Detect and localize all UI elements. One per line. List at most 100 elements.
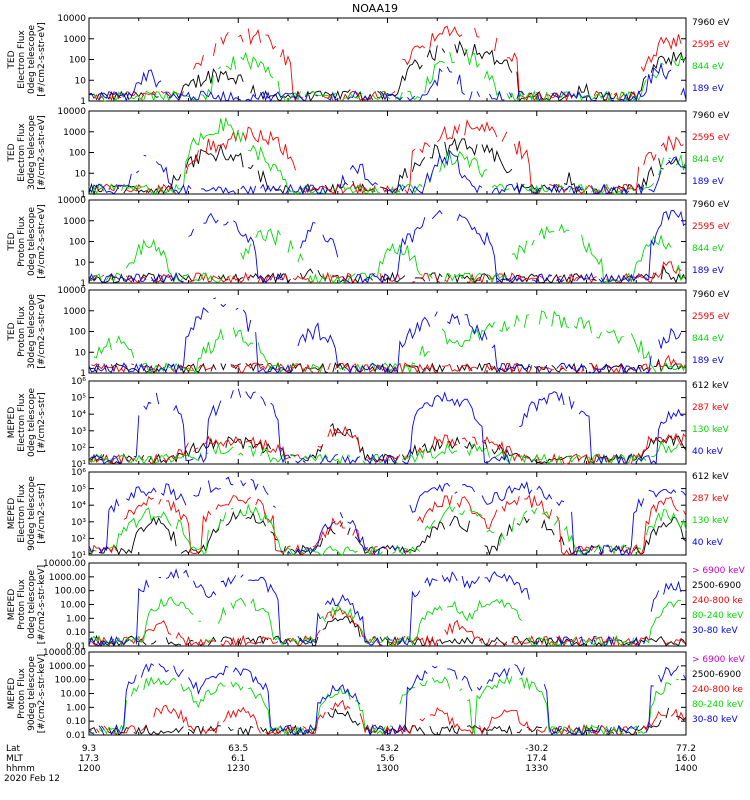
legend-entry: 189 eV bbox=[692, 266, 725, 276]
y-tick-label: 10⁴ bbox=[71, 410, 86, 420]
legend-entry: 844 eV bbox=[692, 155, 725, 165]
footer-mlt-value: 5.6 bbox=[380, 754, 395, 764]
series-blue bbox=[89, 298, 686, 373]
y-axis-label-line: MEPED bbox=[7, 407, 17, 439]
footer-lat-value: -43.2 bbox=[376, 744, 399, 754]
series-red bbox=[91, 354, 687, 375]
legend-entry: 130 keV bbox=[692, 425, 729, 435]
y-axis-label-line: Electron Flux bbox=[17, 123, 27, 182]
panel-4: 10000 1000 100 10 1 TED Proton Flux 30deg teles… bbox=[7, 286, 730, 379]
panel-frame bbox=[88, 110, 687, 195]
y-axis-label: TED Proton Flux 0deg telescope [#/cm2-s-str… bbox=[7, 204, 47, 279]
y-tick-label: 100 bbox=[69, 56, 86, 66]
legend-entry: 7960 eV bbox=[692, 290, 730, 300]
y-axis-label-line: MEPED bbox=[7, 678, 17, 710]
footer-mlt-value: 6.1 bbox=[231, 754, 245, 764]
y-axis-label-line: TED bbox=[7, 143, 17, 162]
y-tick-label: 100 bbox=[69, 328, 86, 338]
y-axis-label: MEPED Electron Flux 90deg telescope [#/cm2-… bbox=[7, 476, 47, 551]
footer-row-label: hhmm bbox=[6, 764, 35, 774]
legend-entry: 30-80 keV bbox=[692, 715, 738, 725]
legend-entry: > 6900 keV bbox=[692, 655, 746, 665]
legend-entry: 612 keV bbox=[692, 472, 729, 482]
legend-entry: 844 eV bbox=[692, 62, 725, 72]
series-blue bbox=[88, 388, 684, 466]
footer-row-label: MLT bbox=[6, 754, 24, 764]
y-tick-label: 10000 bbox=[57, 107, 86, 117]
y-axis-label-line: 0deg telescope bbox=[27, 570, 37, 640]
legend-entry: 189 eV bbox=[692, 84, 725, 94]
panel-frame bbox=[88, 651, 687, 736]
y-tick-label: 10000 bbox=[57, 196, 86, 206]
legend-entry: 240-800 ke bbox=[692, 596, 743, 606]
panel-frame bbox=[88, 17, 687, 102]
y-tick-label: 10⁴ bbox=[71, 501, 86, 511]
y-axis-label-line: 90deg telescope bbox=[27, 656, 37, 731]
panel-3: 10000 1000 100 10 1 TED Proton Flux 0deg telesc… bbox=[7, 196, 730, 289]
legend-entry: 189 eV bbox=[692, 177, 725, 187]
series-black bbox=[88, 509, 687, 556]
y-axis-label: TED Electron Flux 30deg telescope [#/cm2-s-… bbox=[7, 115, 47, 190]
y-tick-label: 0.10 bbox=[66, 628, 86, 638]
series-red bbox=[88, 607, 687, 648]
legend-entry: 2595 eV bbox=[692, 312, 730, 322]
y-tick-label: 0.01 bbox=[66, 642, 86, 652]
legend-entry: 2595 eV bbox=[692, 133, 730, 143]
series-blue bbox=[88, 568, 682, 647]
y-axis-label-line: TED bbox=[7, 322, 17, 341]
y-tick-label: 10 bbox=[75, 76, 87, 86]
y-tick-label: 100 bbox=[69, 238, 86, 248]
y-tick-label: 1000 bbox=[63, 128, 86, 138]
y-tick-label: 10³ bbox=[71, 427, 86, 437]
series-black bbox=[88, 707, 687, 736]
legend-entry: 80-240 keV bbox=[692, 611, 744, 621]
y-tick-label: 10¹ bbox=[71, 460, 86, 470]
legend-entry: 7960 eV bbox=[692, 18, 730, 28]
panel-2: 10000 1000 100 10 1 TED Electron Flux 30deg tel… bbox=[7, 107, 730, 200]
y-axis-label-line: Electron Flux bbox=[17, 484, 27, 543]
y-axis-label-line: 0deg telescope bbox=[27, 207, 37, 277]
y-tick-label: 1.00 bbox=[66, 614, 86, 624]
legend-entry: 287 keV bbox=[692, 403, 729, 413]
y-tick-label: 10 bbox=[75, 169, 87, 179]
footer-lat-value: 63.5 bbox=[228, 744, 248, 754]
series-blue bbox=[88, 149, 687, 196]
y-tick-label: 10⁶ bbox=[71, 377, 86, 387]
footer-hhmm-value: 1200 bbox=[78, 764, 101, 774]
y-tick-label: 10⁵ bbox=[71, 485, 86, 495]
y-tick-label: 10.00 bbox=[60, 601, 86, 611]
legend-entry: 7960 eV bbox=[692, 200, 730, 210]
y-axis-label-line: [#/cm2-s-str-eV] bbox=[37, 22, 47, 97]
y-tick-label: 1000.00 bbox=[49, 573, 86, 583]
y-tick-label: 1000 bbox=[63, 307, 86, 317]
legend: > 6900 keV 2500-6900 240-800 ke 80-240 keV 3… bbox=[692, 655, 746, 725]
legend-entry: 189 eV bbox=[692, 356, 725, 366]
series-blue bbox=[88, 663, 687, 737]
footer-row-label: Lat bbox=[6, 744, 21, 754]
footer-mlt-value: 17.4 bbox=[527, 754, 547, 764]
y-tick-label: 10⁶ bbox=[71, 468, 86, 478]
y-axis-label-line: Proton Flux bbox=[17, 216, 27, 267]
y-axis-label-line: Electron Flux bbox=[17, 393, 27, 452]
y-axis-label-line: [#/cm2-s-str-eV] bbox=[37, 204, 47, 279]
y-tick-label: 10¹ bbox=[71, 551, 86, 561]
y-tick-label: 1 bbox=[80, 279, 86, 289]
legend: 7960 eV 2595 eV 844 eV 189 eV bbox=[692, 18, 730, 94]
y-axis-label-line: Proton Flux bbox=[17, 579, 27, 630]
series-green bbox=[93, 310, 687, 374]
series-green bbox=[89, 676, 684, 735]
footer-hhmm-value: 1300 bbox=[376, 764, 399, 774]
series-green bbox=[88, 223, 687, 284]
y-axis-label-line: 30deg telescope bbox=[27, 115, 37, 190]
legend-entry: 2500-6900 bbox=[692, 670, 741, 680]
y-tick-label: 10² bbox=[71, 443, 86, 453]
y-axis-label-line: [#/cm2-s-str-keV] bbox=[37, 654, 47, 733]
y-axis-label-line: TED bbox=[7, 232, 17, 251]
y-axis-label-line: 0deg telescope bbox=[27, 25, 37, 95]
y-axis-label-line: Electron Flux bbox=[17, 30, 27, 89]
legend: 7960 eV 2595 eV 844 eV 189 eV bbox=[692, 290, 730, 366]
legend-entry: 844 eV bbox=[692, 334, 725, 344]
series-red bbox=[88, 699, 687, 736]
